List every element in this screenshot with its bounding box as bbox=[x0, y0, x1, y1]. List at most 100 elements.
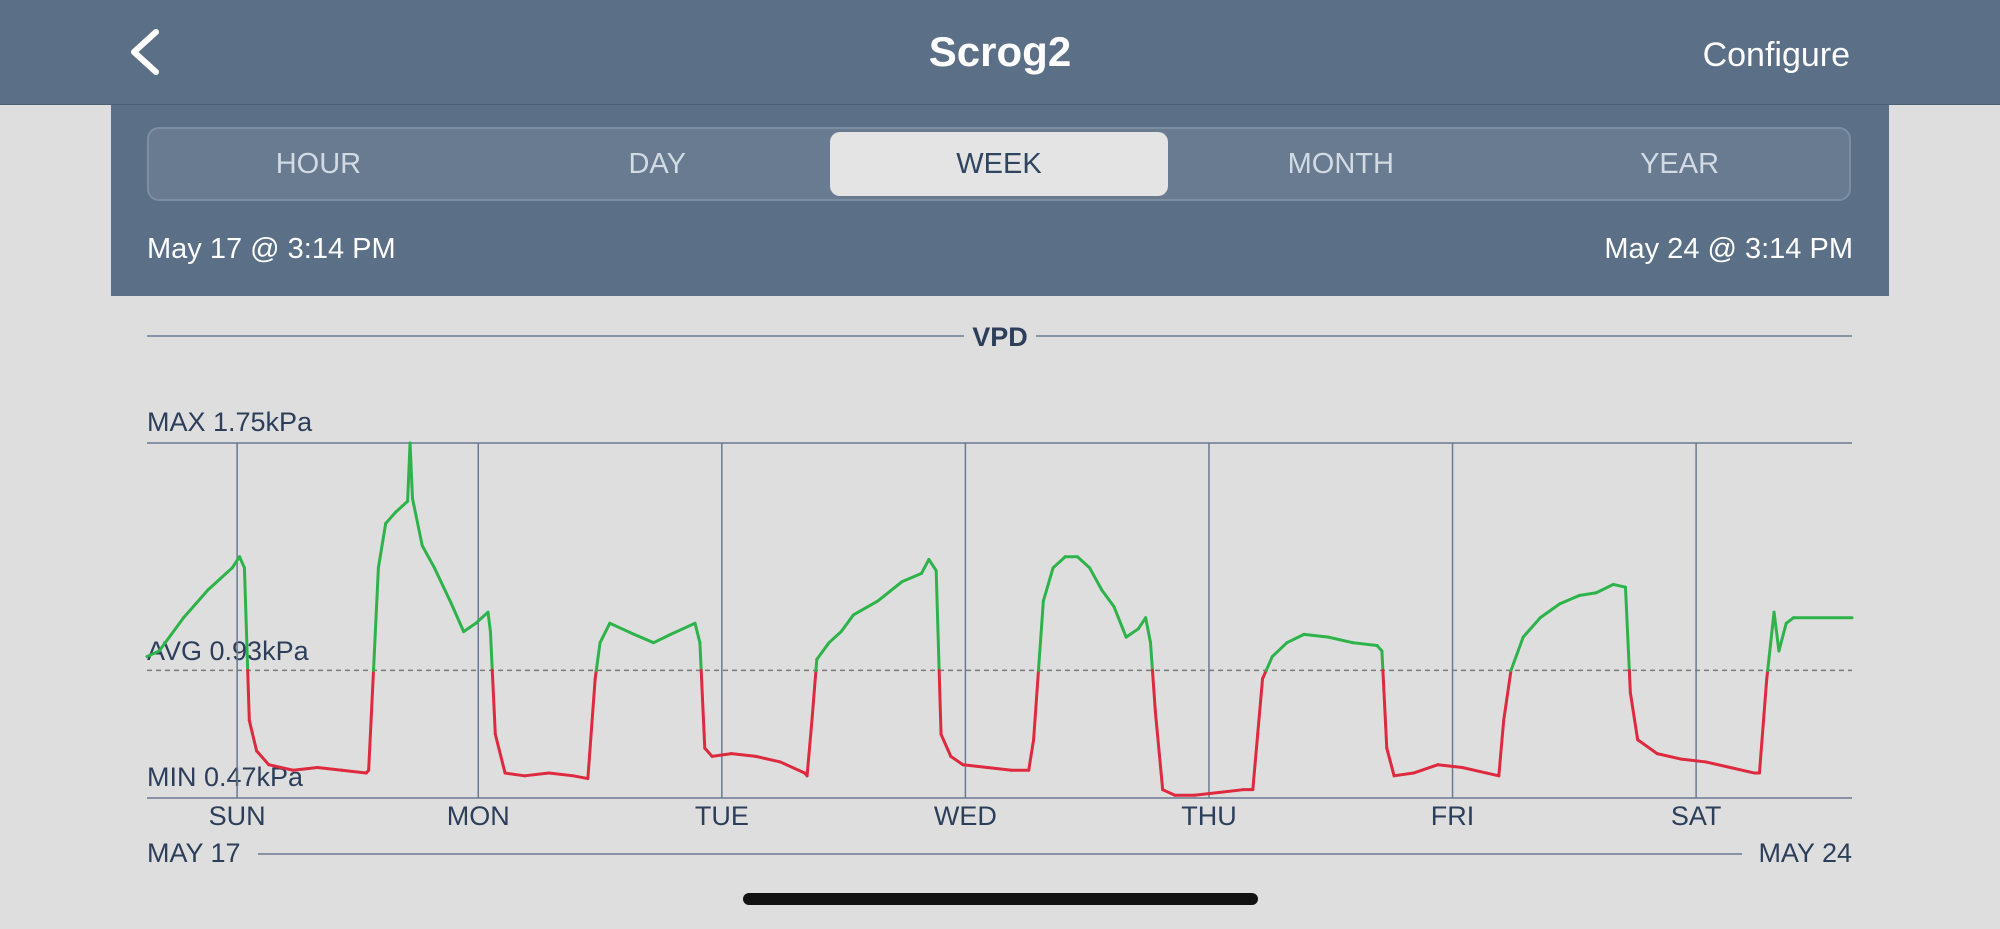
vpd-line-segment bbox=[1611, 582, 1627, 589]
vpd-line-segment bbox=[547, 771, 575, 778]
vpd-line-segment bbox=[169, 616, 186, 636]
vpd-line-segment bbox=[1270, 641, 1289, 659]
vpd-line-segment bbox=[242, 566, 250, 672]
vpd-line-segment bbox=[693, 621, 702, 645]
tab-week[interactable]: WEEK bbox=[829, 132, 1169, 196]
vpd-line-segment bbox=[669, 627, 685, 636]
nav-bar: Scrog2 Configure bbox=[0, 0, 2000, 105]
vpd-line-segment bbox=[1655, 752, 1683, 761]
vpd-line-segment bbox=[1680, 757, 1708, 764]
vpd-line-segment bbox=[420, 544, 436, 570]
configure-button[interactable]: Configure bbox=[1702, 36, 1850, 74]
vpd-line-segment bbox=[1509, 635, 1525, 672]
vpd-line-segment bbox=[1100, 588, 1116, 609]
vpd-chart-svg: VPD MAX 1.75kPa AVG 0.93kPa MIN 0.47kPa … bbox=[145, 322, 1854, 868]
vpd-line-segment bbox=[1041, 566, 1055, 603]
vpd-line-segment bbox=[827, 630, 843, 645]
tab-day[interactable]: DAY bbox=[628, 148, 686, 180]
vpd-line-segment bbox=[934, 569, 941, 672]
vpd-line-segment bbox=[1502, 668, 1513, 722]
vpd-line-segment bbox=[1036, 599, 1045, 672]
vpd-line-segment bbox=[408, 441, 414, 500]
chart-title: VPD bbox=[972, 322, 1028, 352]
vpd-line-segment bbox=[1285, 632, 1306, 645]
vpd-line-segment bbox=[1051, 555, 1067, 570]
vpd-line-segment bbox=[1485, 771, 1501, 778]
range-end-label: May 24 @ 3:14 PM bbox=[1604, 233, 1853, 265]
vpd-line-segment bbox=[488, 630, 494, 672]
vpd-line-segment bbox=[1497, 718, 1506, 778]
vpd-line-segment bbox=[1460, 765, 1489, 775]
vpd-line-segment bbox=[1704, 760, 1732, 769]
range-start-label: May 17 @ 3:14 PM bbox=[147, 233, 396, 265]
vpd-line-segment bbox=[1521, 616, 1542, 639]
vpd-line-segment bbox=[1192, 790, 1221, 797]
vpd-line-segment bbox=[449, 602, 466, 634]
vpd-line-segment bbox=[1728, 765, 1757, 775]
vpd-line-segment bbox=[1251, 732, 1260, 792]
vpd-line-segment bbox=[1538, 602, 1562, 620]
vpd-line-segment bbox=[876, 580, 904, 603]
vpd-line-segment bbox=[937, 668, 943, 736]
vpd-line-segment bbox=[1144, 616, 1153, 645]
vpd-line-segment bbox=[246, 668, 251, 722]
vpd-line-segment bbox=[698, 641, 703, 672]
vpd-line-segment bbox=[754, 754, 782, 764]
vpd-line-segment bbox=[372, 566, 380, 672]
vpd-line-segment bbox=[1326, 635, 1355, 645]
vpd-line-segment bbox=[230, 555, 242, 570]
vpd-line-segment bbox=[182, 602, 198, 620]
vpd-line-segment bbox=[730, 752, 758, 758]
vpd-line-segment bbox=[1385, 746, 1396, 778]
vpd-line-segment bbox=[503, 771, 527, 778]
vpd-line-segment bbox=[620, 627, 636, 636]
vpd-line-segment bbox=[1558, 594, 1581, 606]
vpd-line-segment bbox=[703, 746, 714, 758]
vpd-line-segment bbox=[410, 496, 424, 548]
vpd-line-segment bbox=[1757, 677, 1769, 775]
vpd-line-segment bbox=[1784, 616, 1796, 625]
vpd-line-segment bbox=[493, 732, 507, 775]
vpd-series bbox=[145, 441, 1854, 797]
vpd-line-segment bbox=[267, 763, 295, 772]
vpd-line-segment bbox=[1264, 655, 1274, 672]
vpd-line-segment bbox=[1577, 591, 1598, 598]
vpd-line-segment bbox=[949, 754, 965, 767]
vpd-line-segment bbox=[1075, 555, 1092, 570]
back-button[interactable] bbox=[118, 22, 178, 82]
vpd-line-segment bbox=[815, 641, 831, 661]
vpd-line-segment bbox=[462, 621, 478, 634]
vpd-line-segment bbox=[1032, 668, 1040, 742]
tab-year[interactable]: YEAR bbox=[1640, 148, 1720, 180]
vpd-line-segment bbox=[1088, 566, 1104, 592]
vpd-line-segment bbox=[145, 649, 161, 659]
vpd-line-segment bbox=[1772, 610, 1781, 653]
vpd-line-segment bbox=[1636, 738, 1659, 756]
vpd-line-segment bbox=[523, 771, 551, 778]
max-label: MAX 1.75kPa bbox=[147, 407, 313, 437]
start-date-label: MAY 17 bbox=[147, 838, 241, 868]
vpd-line-segment bbox=[778, 760, 807, 775]
vpd-line-segment bbox=[681, 621, 697, 631]
page-title: Scrog2 bbox=[928, 28, 1072, 75]
vpd-line-segment bbox=[939, 732, 953, 758]
vpd-line-segment bbox=[839, 613, 855, 634]
vpd-line-segment bbox=[1302, 632, 1330, 639]
day-label: TUE bbox=[695, 801, 749, 831]
vpd-line-segment bbox=[218, 566, 234, 581]
vpd-line-segment bbox=[594, 641, 602, 672]
tab-month[interactable]: MONTH bbox=[1287, 148, 1394, 180]
vpd-line-segment bbox=[1777, 621, 1788, 653]
tab-hour[interactable]: HOUR bbox=[275, 148, 362, 180]
vpd-line-segment bbox=[1124, 627, 1140, 639]
vpd-line-segment bbox=[920, 557, 931, 575]
vpd-line-segment bbox=[586, 677, 597, 781]
avg-label: AVG 0.93kPa bbox=[147, 636, 310, 666]
vpd-line-segment bbox=[206, 577, 222, 592]
vpd-line-segment bbox=[1381, 668, 1389, 750]
vpd-line-segment bbox=[490, 668, 497, 736]
vpd-line-segment bbox=[1623, 585, 1631, 672]
vpd-line-segment bbox=[961, 763, 989, 769]
vpd-line-segment bbox=[1627, 668, 1632, 695]
end-date-label: MAY 24 bbox=[1758, 838, 1852, 868]
